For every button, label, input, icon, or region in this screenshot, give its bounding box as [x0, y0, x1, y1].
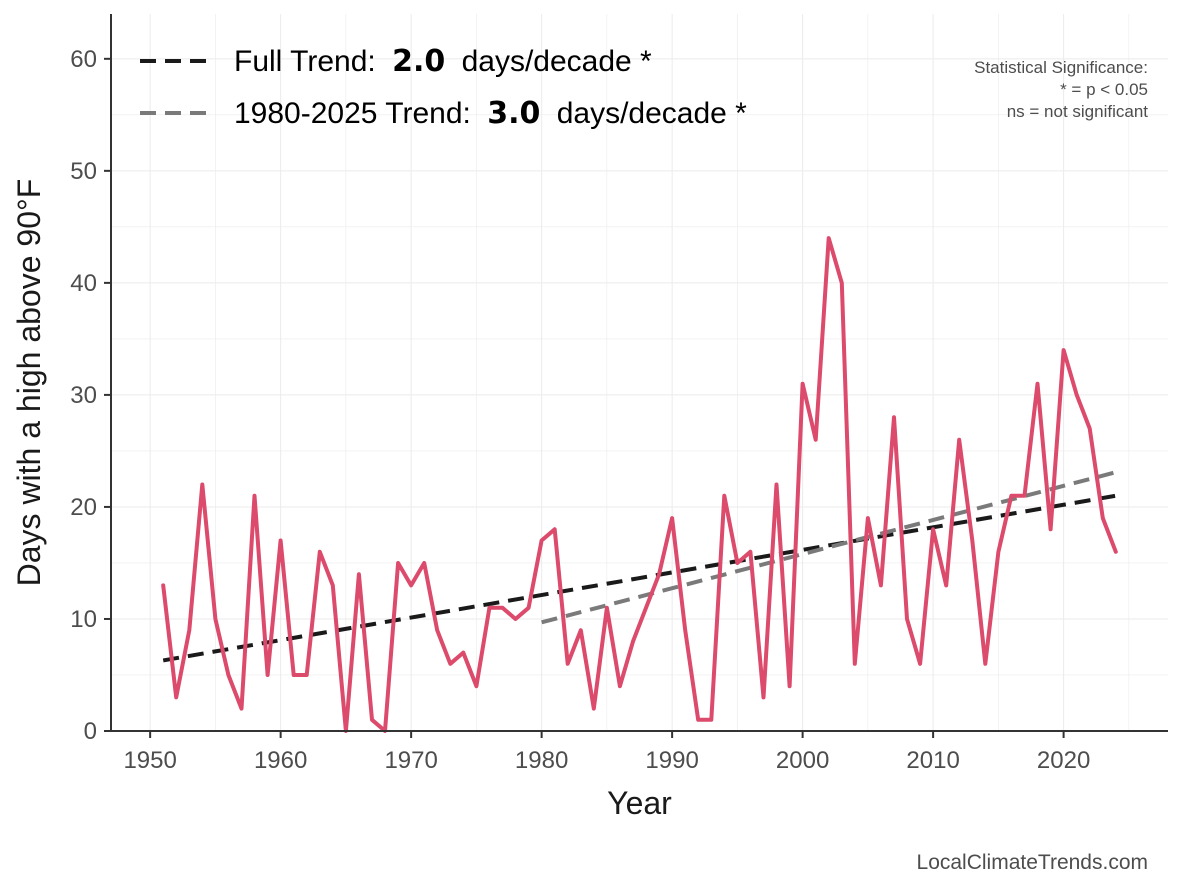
legend-rate-full-trend: 2.0 — [392, 44, 445, 79]
x-tick-label-1970: 1970 — [384, 747, 437, 774]
y-tick-label-50: 50 — [70, 158, 97, 185]
x-tick-label-1950: 1950 — [123, 747, 176, 774]
y-tick-label-20: 20 — [70, 494, 97, 521]
legend-unit-recent-trend: days/decade * — [557, 97, 747, 130]
data-series — [161, 236, 1118, 733]
legend-rate-recent-trend: 3.0 — [487, 96, 540, 131]
y-tick-label-60: 60 — [70, 46, 97, 73]
legend-entry-full-trend: Full Trend: 2.0 days/decade * — [234, 44, 652, 79]
axes — [110, 14, 1168, 732]
credit-text: LocalClimateTrends.com — [917, 851, 1148, 874]
legend-label-recent-trend: 1980-2025 Trend: — [234, 97, 471, 130]
legend: Full Trend: 2.0 days/decade * 1980-2025 … — [140, 44, 747, 131]
y-axis-ticks: 0 10 20 30 40 50 60 — [70, 46, 111, 745]
y-tick-label-30: 30 — [70, 382, 97, 409]
series-line-0 — [161, 236, 1118, 733]
x-tick-label-1990: 1990 — [645, 747, 698, 774]
legend-label-full-trend: Full Trend: — [234, 45, 376, 78]
x-tick-label-2010: 2010 — [906, 747, 959, 774]
legend-unit-full-trend: days/decade * — [462, 45, 652, 78]
trend-line-0 — [162, 493, 1117, 663]
x-axis-ticks: 1950 1960 1970 1980 1990 2000 2010 2020 — [123, 731, 1090, 774]
significance-threshold: * = p < 0.05 — [1060, 80, 1148, 99]
y-tick-label-40: 40 — [70, 270, 97, 297]
legend-entry-recent-trend: 1980-2025 Trend: 3.0 days/decade * — [234, 96, 747, 131]
significance-title: Statistical Significance: — [974, 58, 1148, 77]
y-tick-label-0: 0 — [84, 718, 97, 745]
trend-lines — [162, 470, 1117, 663]
y-tick-label-10: 10 — [70, 606, 97, 633]
x-tick-label-2020: 2020 — [1037, 747, 1090, 774]
x-tick-label-1980: 1980 — [515, 747, 568, 774]
significance-ns: ns = not significant — [1007, 102, 1149, 121]
significance-note: Statistical Significance: * = p < 0.05 n… — [974, 58, 1148, 121]
x-tick-label-2000: 2000 — [776, 747, 829, 774]
grid — [111, 14, 1168, 732]
y-axis-title: Days with a high above 90°F — [11, 179, 47, 587]
x-axis-title: Year — [607, 785, 672, 821]
x-tick-label-1960: 1960 — [254, 747, 307, 774]
